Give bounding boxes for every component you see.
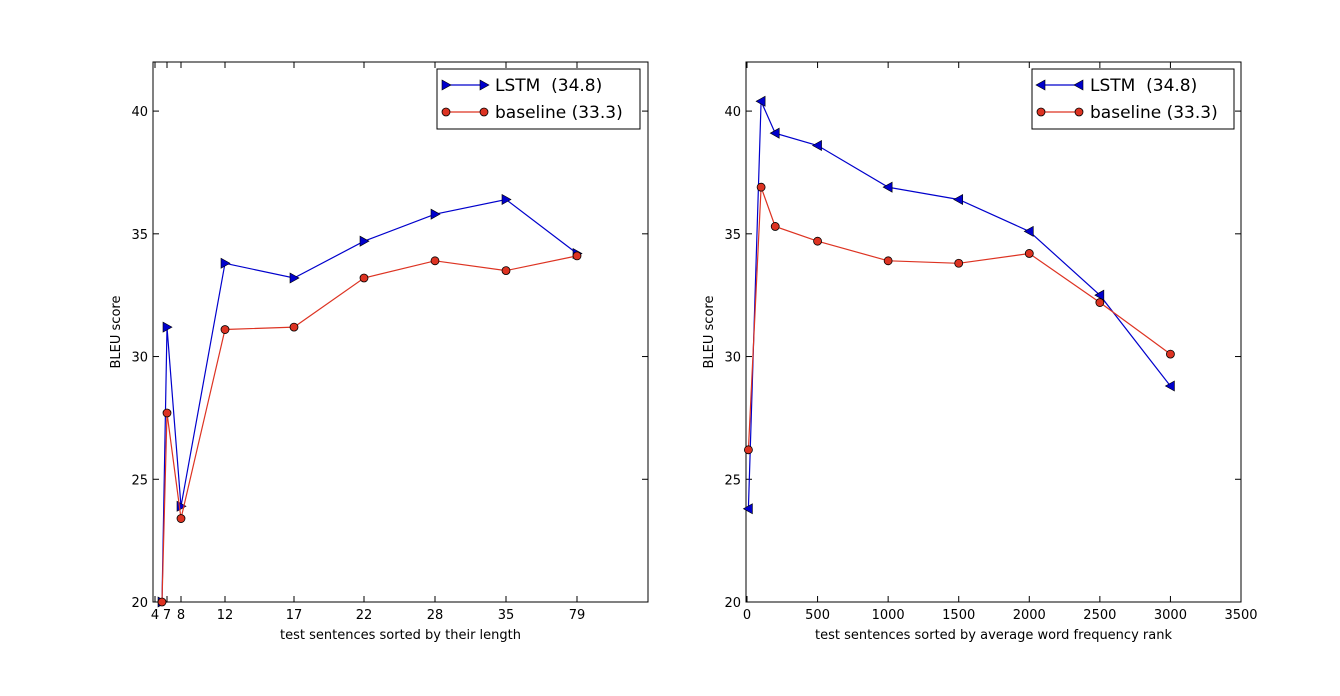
- data-point: [882, 181, 893, 193]
- plot-frame: [745, 61, 1242, 603]
- y-tick-label: 20: [131, 596, 148, 611]
- legend-label: baseline (33.3): [495, 103, 623, 123]
- x-tick-label: 3000: [1154, 608, 1187, 623]
- plot-frame: [152, 61, 649, 603]
- legend-label: LSTM (34.8): [495, 76, 602, 96]
- data-point: [1164, 380, 1175, 392]
- data-point: [430, 256, 440, 266]
- x-tick-label: 12: [217, 608, 234, 623]
- y-axis-label: BLEU score: [702, 296, 717, 369]
- data-point: [501, 266, 511, 276]
- data-point: [769, 127, 780, 139]
- data-point: [756, 182, 766, 192]
- data-point: [289, 322, 299, 332]
- x-tick-label: 2500: [1083, 608, 1116, 623]
- data-point: [157, 597, 167, 607]
- data-point: [220, 325, 230, 334]
- x-tick-label: 7: [163, 608, 171, 623]
- y-tick-label: 30: [131, 351, 148, 366]
- data-point: [359, 273, 369, 283]
- x-tick-label: 4: [151, 608, 159, 623]
- data-point: [742, 503, 753, 515]
- legend-label: LSTM (34.8): [1090, 76, 1197, 96]
- x-tick-label: 1000: [872, 608, 905, 623]
- legend-marker: [1035, 79, 1046, 91]
- y-tick-label: 25: [131, 473, 148, 488]
- y-tick-label: 20: [724, 596, 741, 611]
- legend-marker: [1036, 107, 1046, 117]
- data-point: [572, 251, 582, 261]
- data-point: [162, 321, 173, 333]
- legend-box: [436, 68, 641, 130]
- x-tick-label: 2000: [1013, 608, 1046, 623]
- y-tick-label: 35: [131, 228, 148, 243]
- data-point: [1166, 349, 1175, 359]
- x-tick-label: 79: [569, 608, 586, 623]
- data-point: [289, 272, 300, 284]
- data-point: [1095, 298, 1105, 307]
- x-axis-label: test sentences sorted by their length: [280, 628, 521, 643]
- legend-label: baseline (33.3): [1090, 103, 1218, 123]
- right-chart: 20 25 30 35 40 0 500 1000 1500 2000 2500 3000 3500 te…: [702, 61, 1258, 643]
- legend-box: [1031, 68, 1235, 130]
- data-point: [954, 258, 964, 268]
- x-tick-label: 8: [177, 608, 185, 623]
- y-tick-label: 30: [724, 351, 741, 366]
- y-tick-label: 40: [724, 105, 741, 120]
- legend-marker: [1074, 107, 1084, 117]
- x-tick-label: 17: [286, 608, 303, 623]
- legend-marker: [1073, 79, 1084, 91]
- data-point: [755, 95, 766, 107]
- data-point: [162, 408, 172, 418]
- data-point: [359, 235, 370, 247]
- left-chart: 20 25 30 35 40 4 7 8 12 17 22 28 35 79 test sentences …: [109, 61, 649, 643]
- x-axis-label: test sentences sorted by average word fr…: [815, 628, 1172, 643]
- x-tick-label: 0: [743, 608, 751, 623]
- data-point: [220, 257, 231, 269]
- x-tick-label: 1500: [942, 608, 975, 623]
- y-tick-label: 40: [131, 105, 148, 120]
- data-point: [1094, 289, 1105, 301]
- y-axis-label: BLEU score: [109, 296, 124, 369]
- data-point: [813, 236, 822, 246]
- legend-marker: [479, 79, 490, 91]
- data-point: [770, 222, 780, 231]
- x-tick-label: 3500: [1224, 608, 1257, 623]
- data-point: [430, 208, 441, 220]
- x-tick-label: 28: [427, 608, 444, 623]
- y-tick-label: 35: [724, 228, 741, 243]
- data-point: [1023, 225, 1034, 237]
- data-point: [811, 139, 822, 151]
- legend-marker: [441, 107, 451, 117]
- data-point: [883, 256, 893, 266]
- data-point: [501, 193, 512, 205]
- x-tick-label: 500: [805, 608, 830, 623]
- y-tick-label: 25: [724, 473, 741, 488]
- legend-marker: [479, 107, 489, 117]
- data-point: [176, 514, 186, 523]
- x-tick-label: 35: [498, 608, 515, 623]
- legend-marker: [441, 79, 452, 91]
- data-point: [1024, 249, 1034, 258]
- x-tick-label: 22: [356, 608, 373, 623]
- data-point: [953, 193, 964, 205]
- data-point: [744, 445, 753, 455]
